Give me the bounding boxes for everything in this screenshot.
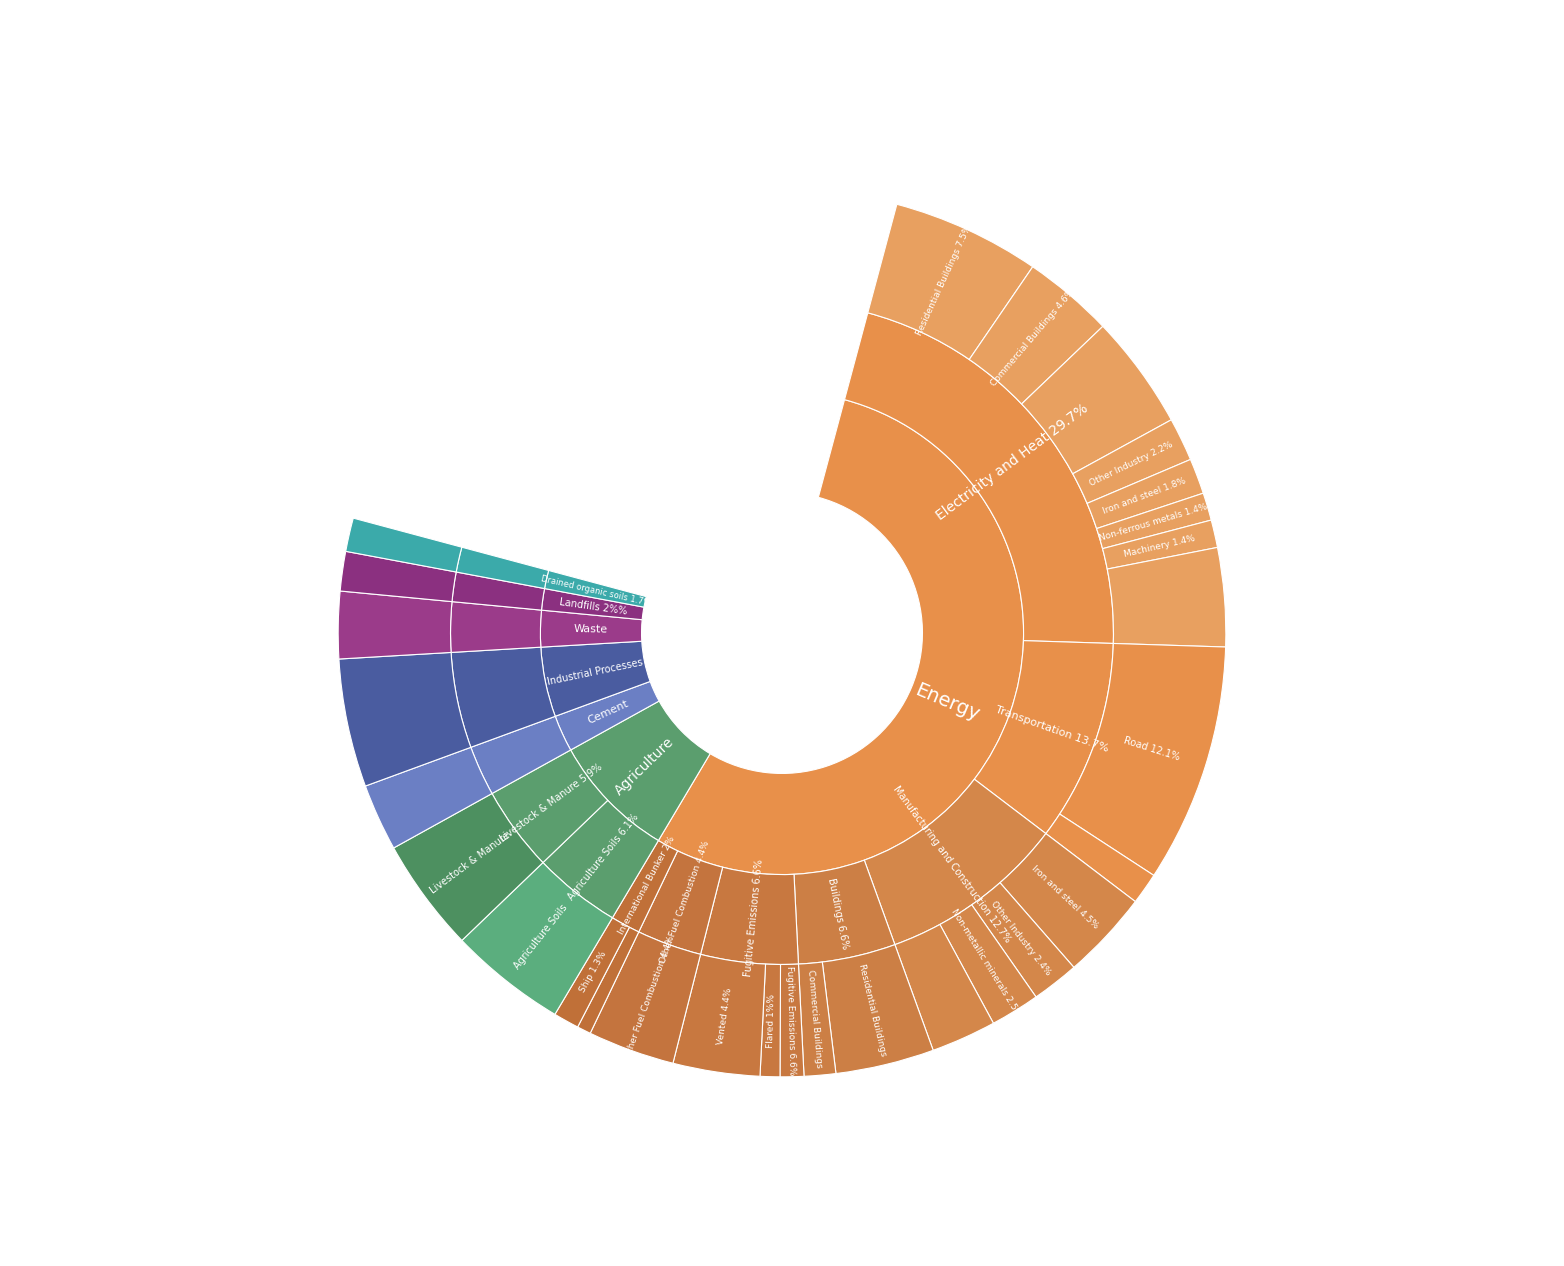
Wedge shape xyxy=(502,581,627,618)
Wedge shape xyxy=(450,647,555,747)
Wedge shape xyxy=(868,204,1032,360)
Wedge shape xyxy=(555,918,629,1027)
Wedge shape xyxy=(541,642,651,717)
Text: Energy: Energy xyxy=(912,681,982,725)
Wedge shape xyxy=(760,965,780,1077)
Wedge shape xyxy=(895,924,993,1051)
Wedge shape xyxy=(823,944,934,1074)
Wedge shape xyxy=(493,749,608,862)
Text: Fugitive Emissions 6.6%: Fugitive Emissions 6.6% xyxy=(785,966,796,1075)
Text: Agriculture: Agriculture xyxy=(613,734,677,798)
Wedge shape xyxy=(339,551,457,601)
Wedge shape xyxy=(613,841,677,932)
Wedge shape xyxy=(541,589,644,619)
Wedge shape xyxy=(339,652,471,786)
Text: Drained organic soils 1.7%: Drained organic soils 1.7% xyxy=(540,573,652,608)
Text: Waste: Waste xyxy=(574,624,608,634)
Wedge shape xyxy=(1060,643,1226,875)
Wedge shape xyxy=(970,267,1103,404)
Wedge shape xyxy=(577,927,638,1033)
Wedge shape xyxy=(450,601,541,652)
Text: Landfills 2%%: Landfills 2%% xyxy=(558,596,627,617)
Wedge shape xyxy=(865,779,1046,944)
Text: Fugitive Emissions 6.6%: Fugitive Emissions 6.6% xyxy=(743,858,765,977)
Wedge shape xyxy=(366,747,493,848)
Text: Other Fuel Combustion 4.4%: Other Fuel Combustion 4.4% xyxy=(658,839,710,965)
Text: Non-metallic minerals 2.5%: Non-metallic minerals 2.5% xyxy=(949,908,1023,1019)
Text: Vented 4.4%: Vented 4.4% xyxy=(716,987,734,1046)
Text: International Bunker 2%: International Bunker 2% xyxy=(616,836,677,936)
Wedge shape xyxy=(1087,460,1203,529)
Text: Residential Buildings: Residential Buildings xyxy=(857,963,887,1057)
Text: Industrial Processes: Industrial Processes xyxy=(546,657,644,686)
Text: Other Industry 2.2%: Other Industry 2.2% xyxy=(1087,439,1175,487)
Text: Machinery 1.4%: Machinery 1.4% xyxy=(1123,534,1196,558)
Text: Non-ferrous metals 1.4%: Non-ferrous metals 1.4% xyxy=(1098,503,1209,543)
Wedge shape xyxy=(1107,547,1226,647)
Wedge shape xyxy=(1103,520,1217,568)
Wedge shape xyxy=(658,400,1023,875)
Wedge shape xyxy=(1073,420,1190,504)
Wedge shape xyxy=(673,955,765,1076)
Text: Flared 1%%: Flared 1%% xyxy=(766,994,777,1048)
Text: Commercial Buildings: Commercial Buildings xyxy=(807,970,824,1069)
Wedge shape xyxy=(780,965,804,1077)
Wedge shape xyxy=(500,606,626,649)
Text: Cement: Cement xyxy=(586,699,630,727)
Text: Iron and steel 1.8%: Iron and steel 1.8% xyxy=(1103,476,1187,515)
Wedge shape xyxy=(1046,814,1154,901)
Wedge shape xyxy=(999,833,1135,967)
Wedge shape xyxy=(590,932,701,1063)
Wedge shape xyxy=(471,717,571,794)
Wedge shape xyxy=(346,518,461,572)
Wedge shape xyxy=(1021,327,1171,473)
Wedge shape xyxy=(795,860,895,965)
Text: Iron and steel 4.5%: Iron and steel 4.5% xyxy=(1031,865,1101,931)
Wedge shape xyxy=(518,687,644,768)
Text: Agriculture Soils 6.1%: Agriculture Soils 6.1% xyxy=(566,813,641,903)
Text: Ship 1.3%: Ship 1.3% xyxy=(579,950,608,994)
Wedge shape xyxy=(845,313,1114,643)
Text: Electricity and Heat 29.7%: Electricity and Heat 29.7% xyxy=(934,401,1090,523)
Text: Other Fuel Combustion 4.4%: Other Fuel Combustion 4.4% xyxy=(624,934,676,1060)
Wedge shape xyxy=(452,572,544,610)
Text: Livestock & Manure 5.9%: Livestock & Manure 5.9% xyxy=(499,762,604,844)
Wedge shape xyxy=(1096,494,1211,548)
Text: Transportation 13.7%: Transportation 13.7% xyxy=(995,704,1110,753)
Wedge shape xyxy=(701,867,799,965)
Text: Residential Buildings 7.5%: Residential Buildings 7.5% xyxy=(915,224,973,338)
Wedge shape xyxy=(940,905,1035,1023)
Wedge shape xyxy=(638,362,1064,914)
Wedge shape xyxy=(505,561,630,604)
Wedge shape xyxy=(502,642,635,730)
Wedge shape xyxy=(394,794,543,941)
Wedge shape xyxy=(544,571,646,608)
Text: Livestock & Manure: Livestock & Manure xyxy=(429,830,511,896)
Wedge shape xyxy=(536,709,702,875)
Wedge shape xyxy=(638,851,723,955)
Wedge shape xyxy=(543,800,658,918)
Wedge shape xyxy=(338,591,452,660)
Text: Agriculture Soils: Agriculture Soils xyxy=(513,903,569,971)
Wedge shape xyxy=(799,962,835,1076)
Text: Buildings 6.6%: Buildings 6.6% xyxy=(826,877,851,951)
Wedge shape xyxy=(555,681,658,749)
Wedge shape xyxy=(457,547,549,589)
Text: Other Industry 2.4%: Other Industry 2.4% xyxy=(988,900,1053,977)
Wedge shape xyxy=(541,610,643,647)
Wedge shape xyxy=(461,862,613,1014)
Text: Road 12.1%: Road 12.1% xyxy=(1123,736,1181,763)
Wedge shape xyxy=(971,882,1074,996)
Text: Manufacturing and Construction 12.7%: Manufacturing and Construction 12.7% xyxy=(891,784,1012,944)
Wedge shape xyxy=(571,701,710,841)
Wedge shape xyxy=(974,641,1114,833)
Text: Commercial Buildings 4.6%: Commercial Buildings 4.6% xyxy=(990,287,1076,387)
